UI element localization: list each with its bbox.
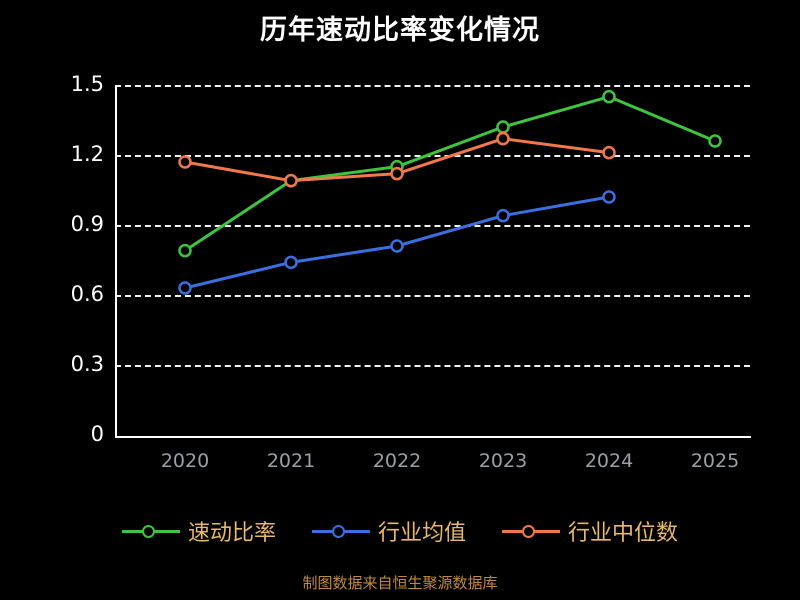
y-tick-label: 0.3 <box>70 352 104 376</box>
legend-item-quick-ratio[interactable]: 速动比率 <box>121 515 276 547</box>
legend-item-industry-median[interactable]: 行业中位数 <box>502 515 678 547</box>
legend-label: 行业均值 <box>377 521 466 546</box>
x-tick-label: 2024 <box>584 450 634 472</box>
x-tick-label: 2023 <box>478 450 528 472</box>
x-tick-label: 2020 <box>160 450 210 472</box>
gridline-0-6 <box>115 295 750 297</box>
plot-area <box>115 85 750 435</box>
legend-marker-icon <box>502 521 560 541</box>
chart-legend: 速动比率 行业均值 行业中位数 <box>0 515 800 547</box>
x-tick-label: 2021 <box>266 450 316 472</box>
x-axis-line <box>115 436 751 438</box>
y-axis-line <box>115 85 117 437</box>
x-tick-label: 2022 <box>372 450 422 472</box>
legend-label: 行业中位数 <box>568 521 679 546</box>
chart-footnote: 制图数据来自恒生聚源数据库 <box>302 574 498 592</box>
chart-title: 历年速动比率变化情况 <box>260 15 540 46</box>
y-tick-label: 0 <box>90 422 104 446</box>
y-tick-label: 0.6 <box>70 282 104 306</box>
gridline-1-2 <box>115 155 750 157</box>
gridline-1-5 <box>115 85 750 87</box>
legend-label: 速动比率 <box>187 521 276 546</box>
legend-marker-icon <box>121 521 180 541</box>
gridline-0-3 <box>115 365 750 367</box>
legend-item-industry-average[interactable]: 行业均值 <box>311 515 466 547</box>
x-tick-label: 2025 <box>690 450 740 472</box>
y-tick-label: 1.2 <box>70 142 104 166</box>
y-tick-label: 0.9 <box>70 212 104 236</box>
y-tick-label: 1.5 <box>70 72 104 96</box>
gridline-0-9 <box>115 225 750 227</box>
legend-marker-icon <box>311 521 370 541</box>
